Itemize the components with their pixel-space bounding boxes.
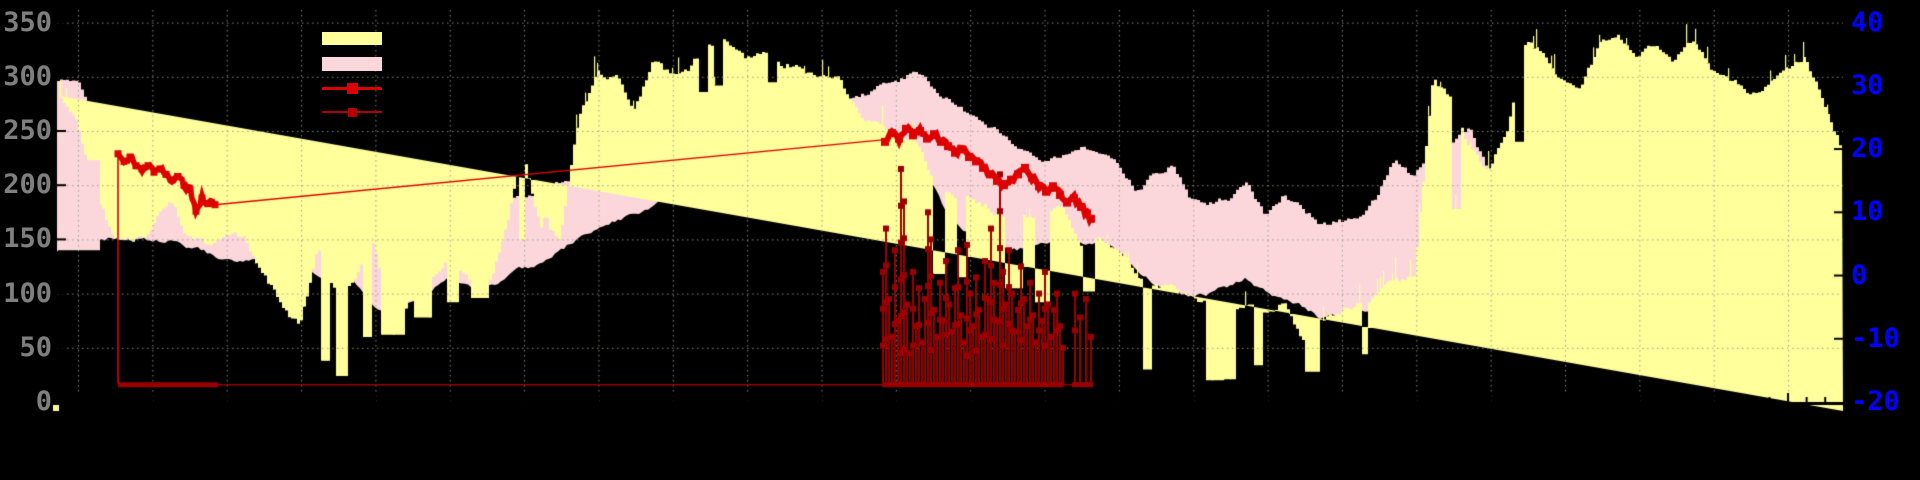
left-tick-label: 200 (3, 169, 52, 201)
left-tick-label: 300 (3, 60, 52, 92)
left-tick-label: 50 (19, 331, 52, 363)
left-tick-label: 250 (3, 115, 52, 146)
right-tick-label: -10 (1851, 322, 1900, 354)
right-tick-label: -20 (1851, 386, 1900, 417)
left-tick-label: 0 (35, 386, 52, 417)
right-tick-label: 20 (1851, 133, 1884, 165)
right-tick-label: 10 (1851, 196, 1884, 228)
right-tick-label: 40 (1851, 6, 1884, 38)
pink-band-swatch (322, 57, 382, 71)
right-tick-label: 0 (1851, 259, 1868, 291)
right-tick-label: 30 (1851, 69, 1884, 101)
left-tick-label: 150 (3, 223, 52, 255)
red-line-swatch-marker (346, 82, 358, 94)
dark-red-line-swatch-marker (347, 107, 357, 117)
left-tick-label: 100 (3, 277, 52, 309)
yellow-band-swatch (322, 32, 382, 45)
left-tick-label: 350 (3, 6, 52, 38)
